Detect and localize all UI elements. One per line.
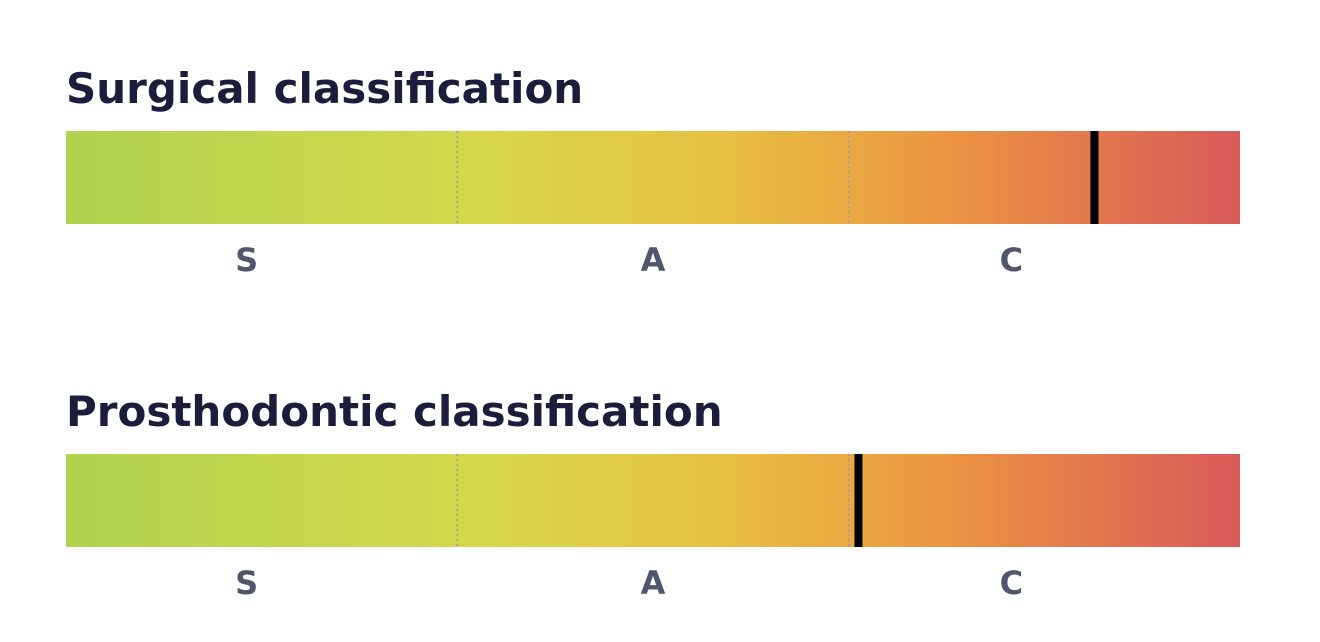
gauge-marker bbox=[854, 454, 863, 547]
segment-label: S bbox=[235, 241, 258, 279]
gauge-title: Prosthodontic classification bbox=[66, 387, 723, 436]
gauge-title: Surgical classification bbox=[66, 64, 583, 113]
gauge-bar bbox=[66, 454, 1240, 547]
gauge-bar bbox=[66, 131, 1240, 224]
segment-label: S bbox=[235, 564, 258, 602]
segment-label: C bbox=[1000, 241, 1023, 279]
segment-label: A bbox=[641, 564, 666, 602]
gauge-marker bbox=[1090, 131, 1099, 224]
segment-label: A bbox=[641, 241, 666, 279]
segment-label: C bbox=[1000, 564, 1023, 602]
